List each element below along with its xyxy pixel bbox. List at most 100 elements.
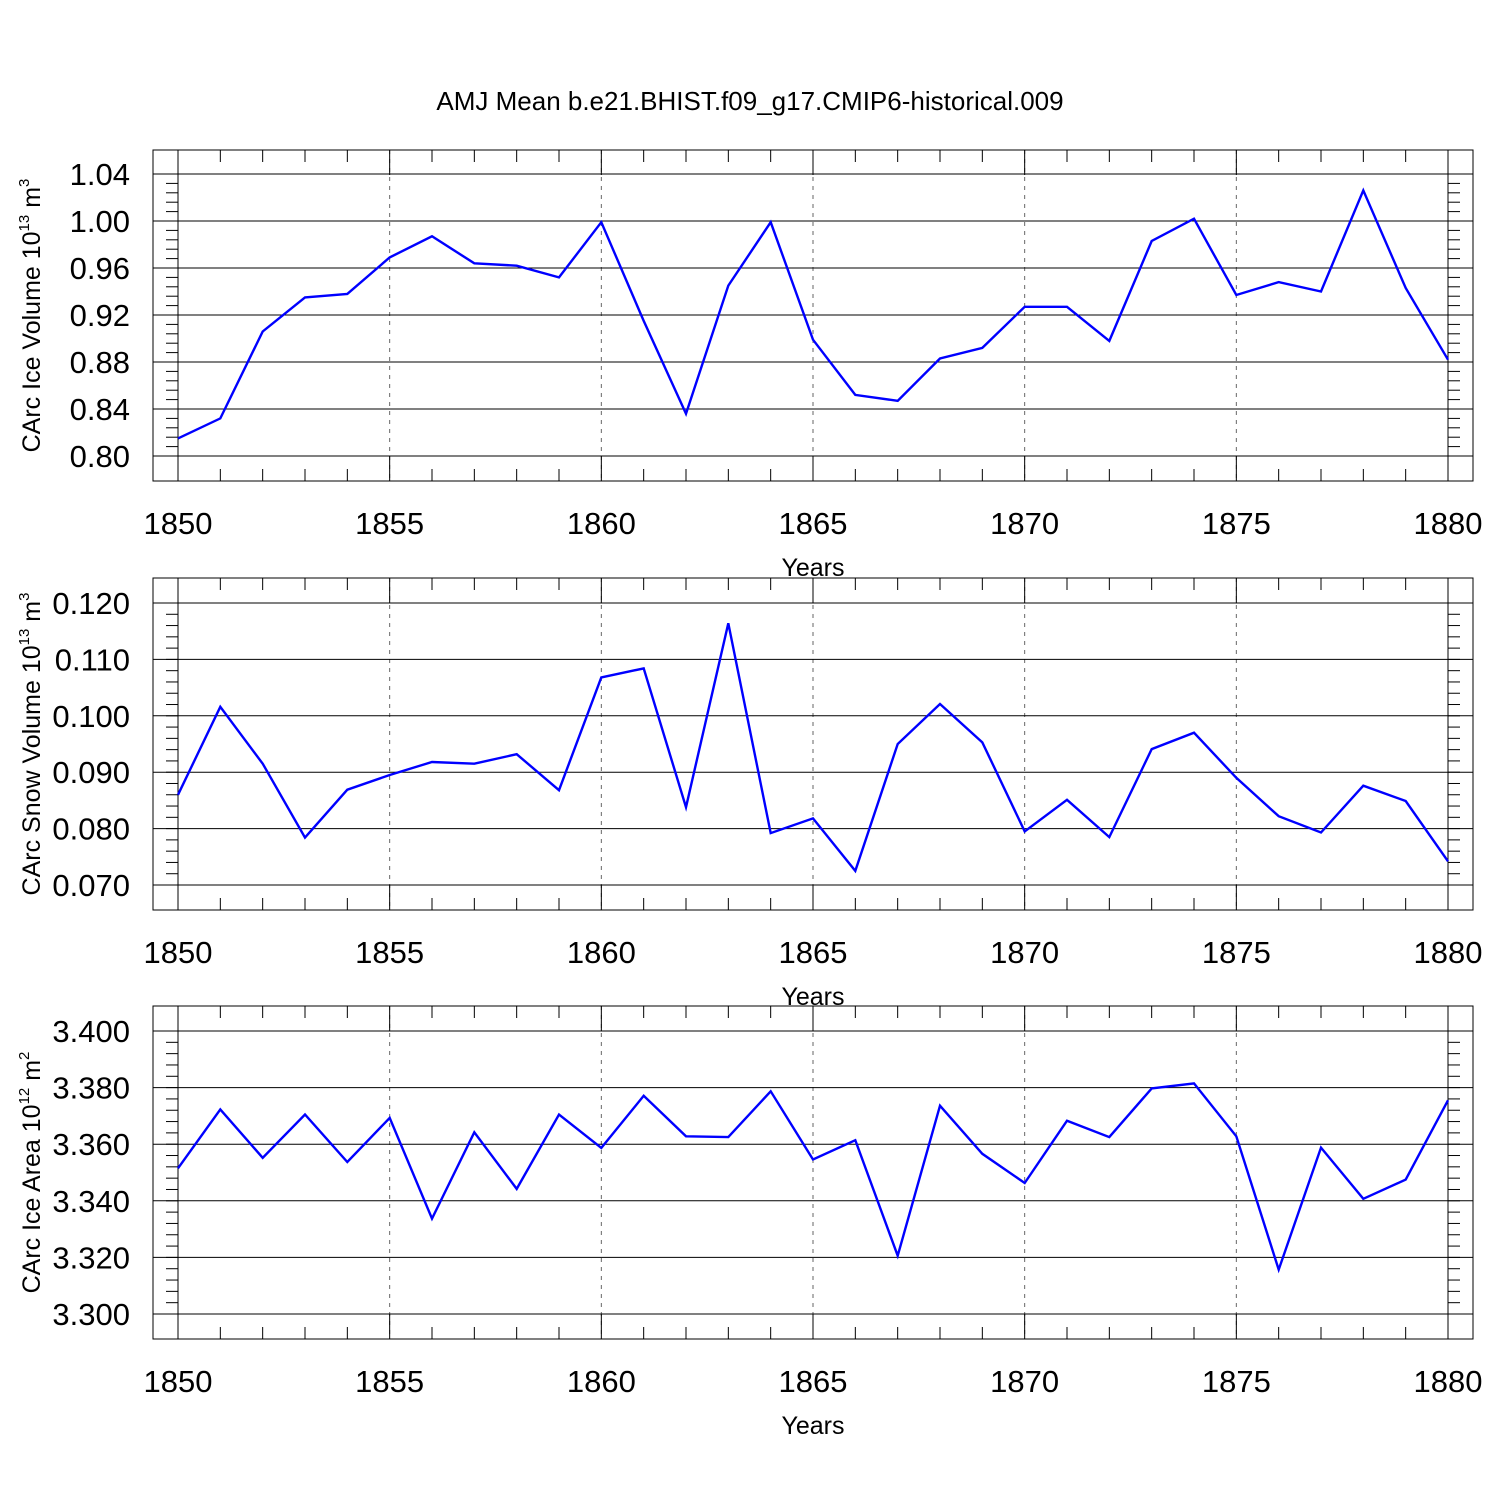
x-tick-label: 1855 — [355, 1364, 424, 1399]
data-point — [600, 1147, 602, 1149]
y-tick-label: 3.320 — [52, 1240, 130, 1275]
data-point — [1150, 1087, 1152, 1089]
data-point — [1108, 1136, 1110, 1138]
data-point — [177, 437, 179, 439]
y-tick-label: 3.300 — [52, 1297, 130, 1332]
x-tick-label: 1865 — [779, 935, 848, 970]
y-axis-label-part: CArc Ice Area 10 — [18, 1104, 46, 1293]
data-point — [642, 1095, 644, 1097]
x-tick-label: 1870 — [990, 506, 1059, 541]
data-point — [1404, 287, 1406, 289]
data-point — [431, 235, 433, 237]
y-tick-label: 0.110 — [55, 642, 130, 677]
data-point — [1066, 306, 1068, 308]
data-point — [346, 293, 348, 295]
data-point — [473, 763, 475, 765]
x-tick-label: 1855 — [355, 506, 424, 541]
data-point — [1193, 1082, 1195, 1084]
x-tick-label: 1860 — [567, 935, 636, 970]
y-axis-label-part: m — [18, 187, 46, 215]
y-tick-label: 0.80 — [70, 439, 130, 474]
y-tick-label: 0.120 — [52, 586, 130, 621]
data-point — [727, 622, 729, 624]
data-point — [1320, 831, 1322, 833]
data-point — [981, 347, 983, 349]
x-tick-label: 1850 — [144, 935, 213, 970]
data-point — [261, 763, 263, 765]
data-point — [896, 1255, 898, 1257]
x-tick-label: 1855 — [355, 935, 424, 970]
data-point — [939, 1105, 941, 1107]
y-axis-label: CArc Ice Volume 1013 m3 — [16, 179, 46, 453]
x-tick-label: 1850 — [144, 506, 213, 541]
data-point — [769, 221, 771, 223]
data-point — [1108, 340, 1110, 342]
panel-1: 0.80 0.84 0.88 0.92 0.96 1.00 1.04 1850 1855 1860… — [16, 149, 1482, 582]
data-point — [1235, 777, 1237, 779]
data-point — [769, 1090, 771, 1092]
panel-3: 3.300 3.320 3.340 3.360 3.380 3.400 1850 1855 18… — [16, 1005, 1482, 1440]
data-point — [854, 394, 856, 396]
data-point — [1320, 290, 1322, 292]
data-point — [1362, 1198, 1364, 1200]
y-axis-label-part: 12 — [16, 1088, 33, 1105]
data-point — [1066, 1120, 1068, 1122]
y-tick-label: 0.84 — [70, 392, 130, 427]
y-axis-label-part: m — [18, 1060, 46, 1088]
data-point — [388, 774, 390, 776]
y-axis-label-part: 3 — [16, 593, 33, 601]
data-point — [304, 296, 306, 298]
y-tick-label: 3.340 — [52, 1184, 130, 1219]
x-tick-label: 1880 — [1414, 935, 1483, 970]
y-axis-label-part: 2 — [16, 1052, 33, 1060]
data-point — [1023, 830, 1025, 832]
data-point — [304, 836, 306, 838]
data-point — [177, 1167, 179, 1169]
data-point — [515, 1188, 517, 1190]
data-point — [1023, 1182, 1025, 1184]
data-point — [558, 276, 560, 278]
data-point — [600, 221, 602, 223]
y-tick-label: 0.070 — [52, 868, 130, 903]
data-point — [939, 703, 941, 705]
data-point — [727, 1136, 729, 1138]
data-point — [1193, 732, 1195, 734]
data-point — [558, 1113, 560, 1115]
data-point — [346, 1161, 348, 1163]
data-point — [1404, 800, 1406, 802]
y-tick-label: 3.360 — [52, 1127, 130, 1162]
y-axis-label-part: m — [18, 601, 46, 629]
y-tick-label: 0.090 — [52, 755, 130, 790]
x-tick-label: 1875 — [1202, 1364, 1271, 1399]
data-point — [261, 1157, 263, 1159]
data-point — [1447, 358, 1449, 360]
series-line — [177, 1082, 1450, 1274]
data-point — [812, 817, 814, 819]
y-axis-label-part: CArc Snow Volume 10 — [18, 645, 46, 895]
x-axis-label: Years — [781, 554, 844, 582]
data-point — [642, 667, 644, 669]
y-axis-label: CArc Ice Area 1012 m2 — [16, 1052, 46, 1294]
y-axis-label-part: 13 — [16, 215, 33, 232]
x-tick-label: 1870 — [990, 1364, 1059, 1399]
data-point — [1108, 836, 1110, 838]
data-point — [388, 1117, 390, 1119]
data-point — [1235, 1135, 1237, 1137]
data-point — [1362, 785, 1364, 787]
y-axis-label-part: 3 — [16, 179, 33, 187]
data-point — [1193, 217, 1195, 219]
data-point — [515, 264, 517, 266]
y-tick-label: 0.92 — [70, 298, 130, 333]
x-tick-label: 1875 — [1202, 506, 1271, 541]
data-point — [685, 1135, 687, 1137]
data-point — [1150, 240, 1152, 242]
x-tick-label: 1865 — [779, 506, 848, 541]
data-point — [219, 706, 221, 708]
data-point — [1066, 799, 1068, 801]
data-point — [219, 417, 221, 419]
data-point — [558, 789, 560, 791]
data-point — [727, 284, 729, 286]
x-tick-label: 1850 — [144, 1364, 213, 1399]
data-point — [1150, 748, 1152, 750]
